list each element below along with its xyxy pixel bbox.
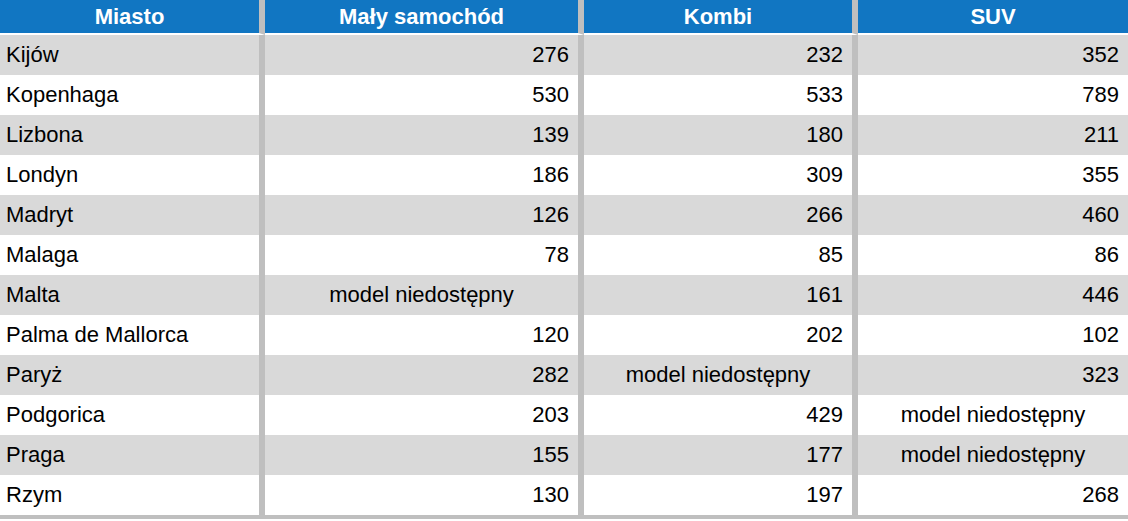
city-cell: Lizbona <box>0 115 265 155</box>
value-cell-unavailable: model niedostępny <box>858 395 1128 435</box>
table-row: Paryż282model niedostępny323 <box>0 355 1128 395</box>
value-cell-unavailable: model niedostępny <box>858 435 1128 475</box>
table-row: Praga155177model niedostępny <box>0 435 1128 475</box>
table-row: Madryt126266460 <box>0 195 1128 235</box>
value-cell: 186 <box>265 155 584 195</box>
value-cell: 309 <box>584 155 858 195</box>
table-row: Maltamodel niedostępny161446 <box>0 275 1128 315</box>
value-cell: 203 <box>265 395 584 435</box>
value-cell-unavailable: model niedostępny <box>584 355 858 395</box>
value-cell: 530 <box>265 75 584 115</box>
value-cell: 197 <box>584 475 858 515</box>
table-body: Kijów276232352Kopenhaga530533789Lizbona1… <box>0 35 1128 515</box>
value-cell: 789 <box>858 75 1128 115</box>
value-cell: 85 <box>584 235 858 275</box>
city-cell: Madryt <box>0 195 265 235</box>
table-row: Londyn186309355 <box>0 155 1128 195</box>
value-cell: 268 <box>858 475 1128 515</box>
column-header-suv: SUV <box>858 0 1128 35</box>
city-vehicle-availability-table: Miasto Mały samochód Kombi SUV Kijów2762… <box>0 0 1128 515</box>
city-cell: Kijów <box>0 35 265 75</box>
value-cell: 276 <box>265 35 584 75</box>
value-cell: 355 <box>858 155 1128 195</box>
value-cell: 202 <box>584 315 858 355</box>
value-cell: 177 <box>584 435 858 475</box>
table-row: Lizbona139180211 <box>0 115 1128 155</box>
city-cell: Praga <box>0 435 265 475</box>
city-cell: Malta <box>0 275 265 315</box>
value-cell: 352 <box>858 35 1128 75</box>
table-row: Kijów276232352 <box>0 35 1128 75</box>
city-cell: Podgorica <box>0 395 265 435</box>
city-cell: Londyn <box>0 155 265 195</box>
value-cell: 180 <box>584 115 858 155</box>
value-cell: 446 <box>858 275 1128 315</box>
table-row: Rzym130197268 <box>0 475 1128 515</box>
city-cell: Rzym <box>0 475 265 515</box>
vehicle-table-wrapper: Miasto Mały samochód Kombi SUV Kijów2762… <box>0 0 1128 519</box>
value-cell: 78 <box>265 235 584 275</box>
city-cell: Paryż <box>0 355 265 395</box>
value-cell: 130 <box>265 475 584 515</box>
value-cell-unavailable: model niedostępny <box>265 275 584 315</box>
value-cell: 161 <box>584 275 858 315</box>
value-cell: 155 <box>265 435 584 475</box>
value-cell: 533 <box>584 75 858 115</box>
city-cell: Kopenhaga <box>0 75 265 115</box>
value-cell: 282 <box>265 355 584 395</box>
table-row: Palma de Mallorca120202102 <box>0 315 1128 355</box>
value-cell: 266 <box>584 195 858 235</box>
value-cell: 86 <box>858 235 1128 275</box>
value-cell: 460 <box>858 195 1128 235</box>
table-row: Podgorica203429model niedostępny <box>0 395 1128 435</box>
value-cell: 102 <box>858 315 1128 355</box>
column-header-small-car: Mały samochód <box>265 0 584 35</box>
header-row: Miasto Mały samochód Kombi SUV <box>0 0 1128 35</box>
value-cell: 232 <box>584 35 858 75</box>
value-cell: 323 <box>858 355 1128 395</box>
value-cell: 211 <box>858 115 1128 155</box>
city-cell: Malaga <box>0 235 265 275</box>
table-row: Kopenhaga530533789 <box>0 75 1128 115</box>
table-row: Malaga788586 <box>0 235 1128 275</box>
column-header-kombi: Kombi <box>584 0 858 35</box>
value-cell: 126 <box>265 195 584 235</box>
value-cell: 120 <box>265 315 584 355</box>
city-cell: Palma de Mallorca <box>0 315 265 355</box>
value-cell: 139 <box>265 115 584 155</box>
value-cell: 429 <box>584 395 858 435</box>
column-header-city: Miasto <box>0 0 265 35</box>
